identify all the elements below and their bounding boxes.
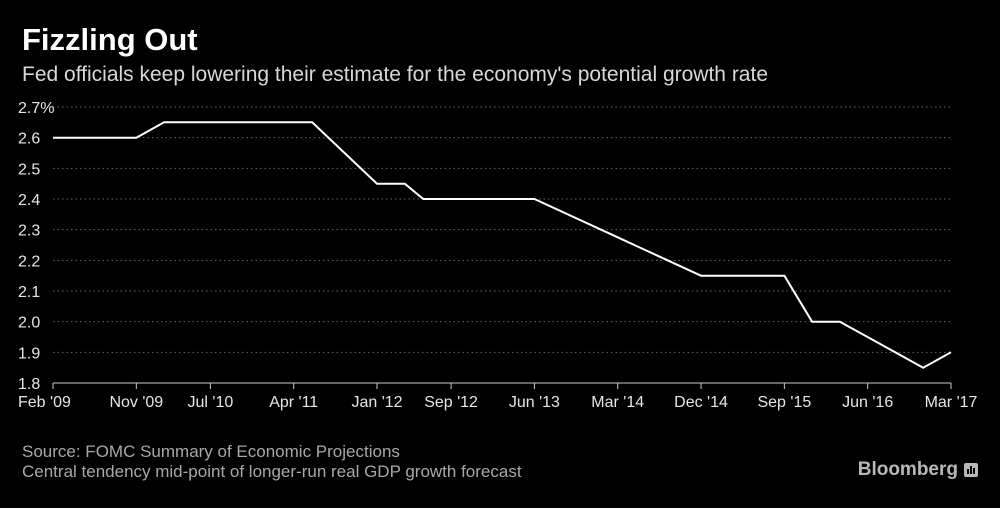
y-tick-label: 2.7% <box>18 100 54 117</box>
x-tick-label: Sep '12 <box>424 394 478 411</box>
chart-subtitle: Fed officials keep lowering their estima… <box>22 63 769 86</box>
y-tick-label: 2.0 <box>18 315 40 332</box>
x-tick-label: Jul '10 <box>188 394 234 411</box>
y-tick-label: 2.5 <box>18 161 40 178</box>
chart-title: Fizzling Out <box>22 22 198 57</box>
y-tick-label: 2.1 <box>18 284 40 301</box>
y-tick-label: 1.8 <box>18 376 40 393</box>
y-tick-label: 2.4 <box>18 192 40 209</box>
y-tick-label: 2.6 <box>18 131 40 148</box>
x-axis <box>52 382 952 389</box>
x-tick-label: Mar '17 <box>925 394 978 411</box>
y-tick-label: 2.2 <box>18 253 40 270</box>
x-axis-labels: Feb '09 Nov '09 Jul '10 Apr '11 Jan '12 Sep '… <box>18 394 978 411</box>
source-note: Source: FOMC Summary of Economic Project… <box>22 442 400 461</box>
x-tick-label: Jan '12 <box>351 394 402 411</box>
x-tick-label: Sep '15 <box>757 394 811 411</box>
bloomberg-logo: Bloomberg <box>858 460 978 479</box>
x-tick-label: Jun '13 <box>509 394 560 411</box>
bar-chart-icon <box>964 462 978 477</box>
x-tick-label: Jun '16 <box>842 394 893 411</box>
gridlines <box>53 106 951 353</box>
series-line <box>53 121 952 369</box>
x-tick-label: Mar '14 <box>591 394 644 411</box>
y-tick-label: 1.9 <box>18 345 40 362</box>
x-tick-label: Dec '14 <box>674 394 728 411</box>
y-axis: 1.8 1.9 2.0 2.1 2.2 2.3 2.4 2.5 2.6 2.7% <box>18 100 54 393</box>
y-tick-label: 2.3 <box>18 223 40 240</box>
series-layer <box>53 121 952 369</box>
x-tick-label: Feb '09 <box>18 394 71 411</box>
x-tick-label: Apr '11 <box>269 394 318 411</box>
x-tick-label: Nov '09 <box>109 394 163 411</box>
brand-name: Bloomberg <box>857 459 958 480</box>
methodology-note: Central tendency mid-point of longer-run… <box>22 462 522 481</box>
